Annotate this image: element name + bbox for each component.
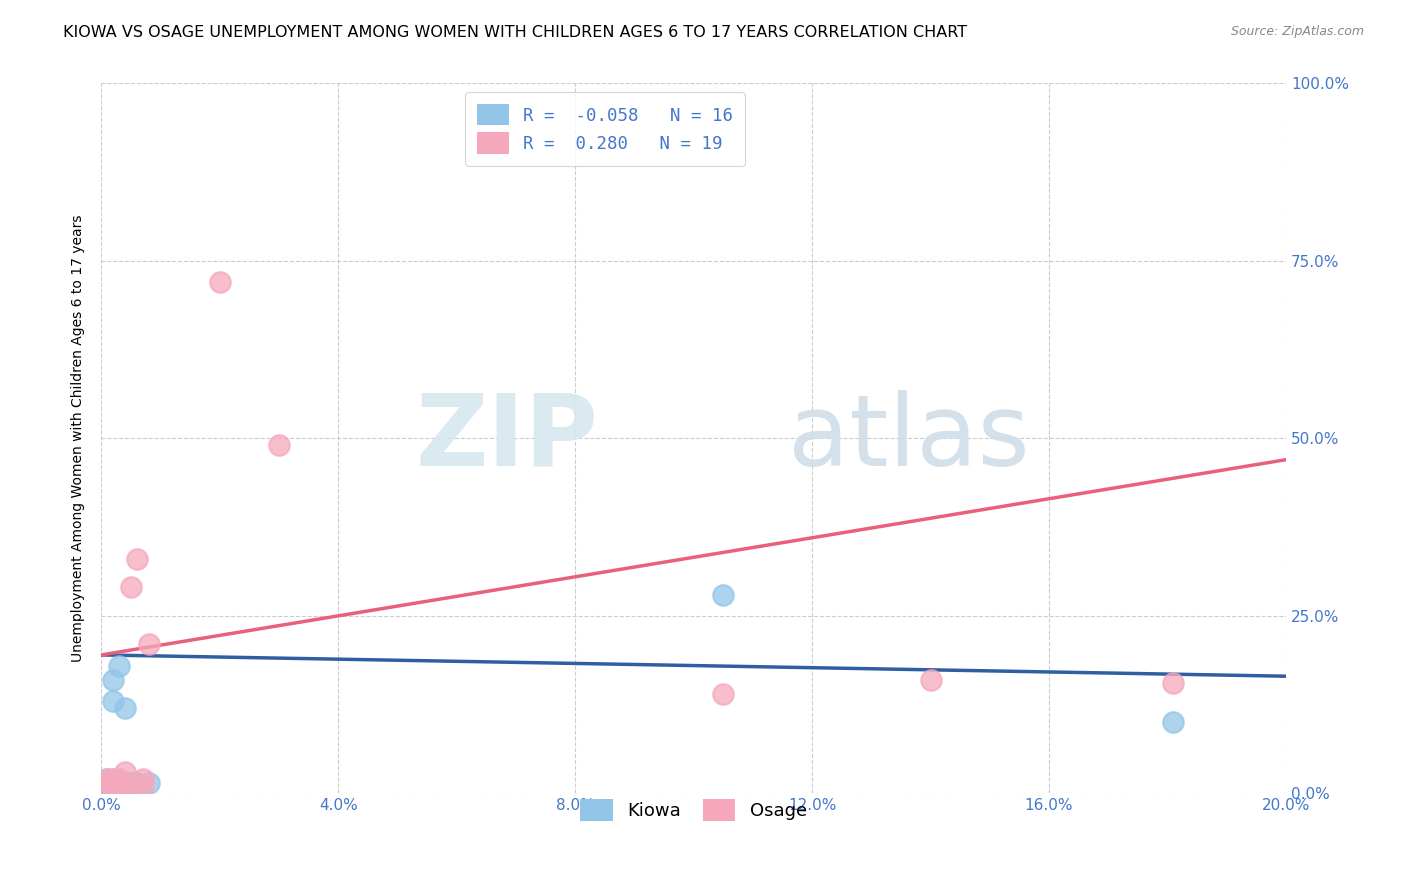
Point bbox=[101, 779, 124, 793]
Point bbox=[101, 673, 124, 687]
Text: ZIP: ZIP bbox=[416, 390, 599, 487]
Point bbox=[96, 779, 118, 793]
Point bbox=[208, 275, 231, 289]
Point bbox=[125, 552, 148, 566]
Point bbox=[114, 775, 136, 789]
Point bbox=[101, 772, 124, 786]
Point bbox=[120, 581, 142, 595]
Point bbox=[1163, 715, 1185, 730]
Text: Source: ZipAtlas.com: Source: ZipAtlas.com bbox=[1230, 25, 1364, 38]
Point bbox=[125, 775, 148, 789]
Point bbox=[114, 701, 136, 715]
Point bbox=[120, 775, 142, 789]
Point bbox=[101, 772, 124, 786]
Point bbox=[711, 588, 734, 602]
Point bbox=[114, 779, 136, 793]
Point bbox=[96, 779, 118, 793]
Point bbox=[96, 772, 118, 786]
Point bbox=[108, 772, 131, 786]
Point bbox=[108, 775, 131, 789]
Point bbox=[711, 687, 734, 701]
Point bbox=[267, 438, 290, 452]
Point bbox=[108, 779, 131, 793]
Point bbox=[120, 775, 142, 789]
Point bbox=[114, 765, 136, 780]
Legend: Kiowa, Osage: Kiowa, Osage bbox=[568, 787, 820, 834]
Point bbox=[108, 658, 131, 673]
Point bbox=[1163, 676, 1185, 690]
Text: KIOWA VS OSAGE UNEMPLOYMENT AMONG WOMEN WITH CHILDREN AGES 6 TO 17 YEARS CORRELA: KIOWA VS OSAGE UNEMPLOYMENT AMONG WOMEN … bbox=[63, 25, 967, 40]
Point bbox=[138, 637, 160, 651]
Point bbox=[120, 779, 142, 793]
Point bbox=[96, 782, 118, 797]
Point bbox=[131, 779, 153, 793]
Text: atlas: atlas bbox=[789, 390, 1031, 487]
Point bbox=[96, 772, 118, 786]
Y-axis label: Unemployment Among Women with Children Ages 6 to 17 years: Unemployment Among Women with Children A… bbox=[72, 215, 86, 662]
Point bbox=[920, 673, 942, 687]
Point bbox=[131, 772, 153, 786]
Point bbox=[138, 775, 160, 789]
Point bbox=[101, 694, 124, 708]
